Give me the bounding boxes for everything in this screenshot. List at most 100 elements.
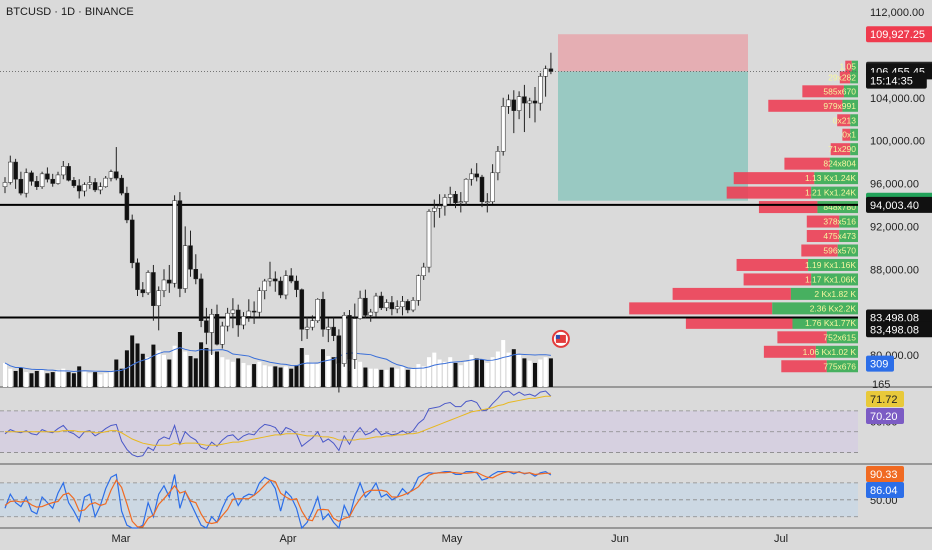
candle-body — [13, 161, 18, 180]
candle-body — [50, 178, 55, 184]
volume-bar — [321, 349, 325, 387]
candle — [442, 194, 448, 216]
candle-body — [363, 297, 368, 316]
volume-profile-sell-bar — [830, 143, 851, 156]
volume-bar — [517, 354, 522, 387]
volume-profile-buy-bar — [851, 60, 858, 73]
candle-body — [151, 272, 156, 306]
candle — [463, 178, 469, 207]
candle-body — [347, 315, 352, 360]
volume-bar — [368, 368, 373, 387]
volume-bar — [98, 374, 103, 387]
volume-bar — [13, 370, 18, 387]
candle — [13, 158, 18, 189]
volume-profile-sell-bar — [736, 258, 809, 271]
candle-body — [66, 166, 71, 181]
take-profit-zone — [558, 71, 748, 201]
volume-bar — [458, 365, 463, 387]
candle-body — [463, 178, 469, 202]
candle — [18, 171, 24, 196]
volume-bar — [66, 372, 71, 387]
volume-profile-label: 378x516 — [823, 217, 856, 227]
candle-body — [352, 318, 358, 360]
y-axis-tick-label: 96,000.00 — [870, 179, 919, 191]
rsi-ma-line — [5, 395, 551, 446]
volume-profile-label: 1.06 Kx1.02 K — [803, 347, 857, 357]
candle-body — [469, 173, 474, 180]
volume-bar — [193, 358, 198, 387]
candle — [421, 262, 426, 280]
volume-profile-sell-bar — [763, 345, 816, 358]
candle — [511, 90, 517, 134]
volume-bar — [209, 353, 214, 387]
candle-body — [177, 200, 183, 289]
candle — [437, 194, 442, 218]
candle-body — [294, 280, 299, 290]
volume-bar — [548, 358, 553, 387]
volume-bar — [305, 354, 310, 387]
volume-bar — [411, 368, 416, 387]
candle — [262, 278, 267, 300]
volume-profile-sell-bar — [777, 331, 827, 344]
candle — [129, 214, 135, 269]
volume-profile-buy-bar — [842, 99, 858, 112]
candle-body — [225, 312, 230, 327]
price-label: 83,498.08 — [870, 324, 919, 336]
candle-body — [182, 245, 188, 289]
volume-bar — [34, 370, 39, 387]
rsi-value-box — [866, 408, 904, 424]
candle-body — [548, 68, 554, 72]
candle-body — [61, 166, 66, 176]
candle-body — [161, 279, 167, 291]
volume-bar — [188, 356, 193, 387]
candle — [405, 299, 411, 314]
candle-body — [522, 96, 527, 104]
candle-body — [251, 310, 257, 313]
volume-profile-buy-bar — [811, 273, 858, 286]
volume-bar — [299, 348, 304, 387]
volume-bar — [490, 357, 495, 387]
volume-bar — [294, 365, 299, 387]
candle — [225, 307, 230, 332]
volume-profile-label: 29x282 — [828, 72, 856, 82]
stoch-value-box — [866, 466, 904, 482]
volume-bar — [246, 365, 251, 387]
candle-body — [29, 172, 34, 182]
volume-bar — [151, 344, 156, 387]
volume-bar — [56, 369, 60, 387]
volume-bar — [177, 332, 182, 387]
candle-body — [71, 180, 77, 186]
volume-profile-sell-bar — [781, 360, 827, 373]
volume-bar — [220, 357, 225, 387]
volume-bar — [146, 357, 151, 387]
x-axis-tick-label: Apr — [279, 533, 296, 545]
volume-profile-buy-bar — [772, 302, 858, 315]
candle-body — [87, 182, 93, 185]
candle — [2, 177, 8, 194]
volume-profile-sell-bar — [801, 244, 838, 257]
volume-profile-sell-bar — [837, 114, 851, 127]
volume-bar — [140, 353, 145, 387]
volume-ma-line — [4, 347, 551, 373]
candle — [50, 173, 55, 187]
candle-body — [405, 301, 411, 311]
volume-profile-buy-bar — [837, 244, 858, 257]
candle-body — [283, 275, 289, 296]
candle — [145, 270, 151, 295]
volume-bar — [167, 359, 172, 387]
candle — [135, 258, 140, 297]
candle-body — [257, 290, 262, 313]
candle — [495, 145, 501, 181]
candle-body — [55, 174, 61, 184]
price-label-box — [866, 72, 927, 89]
candle — [389, 296, 395, 316]
volume-bar — [480, 359, 484, 387]
candle-body — [453, 193, 458, 204]
candle — [45, 167, 50, 183]
candle — [34, 175, 40, 190]
volume-profile-buy-bar — [808, 258, 858, 271]
volume-profile-sell-bar — [842, 128, 851, 141]
candle — [29, 170, 34, 186]
candle-body — [8, 161, 13, 183]
